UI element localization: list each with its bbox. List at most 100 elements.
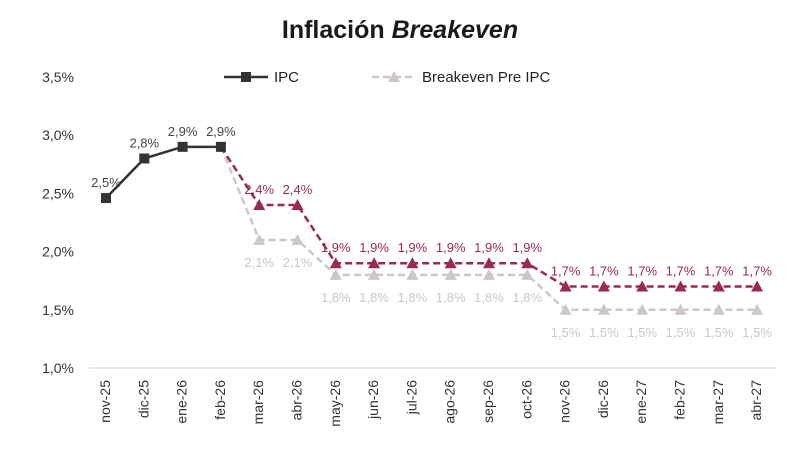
data-label: 1,8% [474,290,504,305]
data-label: 2,8% [129,135,159,150]
y-axis: 1,0% 1,5% 2,0% 2,5% 3,0% 3,5% [42,69,74,376]
x-tick-label: ago-26 [442,380,458,424]
y-tick-label: 1,0% [42,360,74,376]
data-point [253,199,266,211]
data-label: 2,4% [244,182,274,197]
data-point [139,153,150,164]
data-point [483,257,495,269]
y-tick-label: 2,5% [42,185,74,201]
x-tick-label: dic-25 [135,380,151,418]
x-tick-label: nov-26 [557,380,573,423]
data-point [444,268,457,280]
y-tick-label: 3,0% [42,127,74,143]
data-point [674,303,687,315]
data-label: 1,5% [704,325,734,340]
data-label: 1,5% [589,325,619,340]
y-tick-label: 2,0% [42,244,74,260]
data-label: 1,5% [627,325,657,340]
data-labels: 2,5% 2,8% 2,9% 2,9% 2,4% 2,4% 1,9% 1,9% 1,9% 1,9%… [91,124,772,340]
data-label: 1,8% [512,290,542,305]
data-point [444,257,457,269]
data-label: 1,9% [512,240,542,255]
data-point [406,257,419,269]
data-label: 1,9% [359,240,389,255]
x-tick-label: abr-26 [289,380,305,421]
data-label: 1,8% [398,290,428,305]
chart-legend: IPC Breakeven Pre IPC [224,69,551,86]
data-point [406,268,419,280]
chart-title-emphasis: Breakeven [391,16,519,44]
data-point [177,141,188,152]
data-point [521,268,534,280]
data-point [329,268,342,280]
data-label: 1,8% [359,290,389,305]
data-point [483,268,495,280]
data-label: 2,9% [168,124,198,139]
data-label: 1,9% [398,240,428,255]
data-point [253,233,266,245]
data-point [559,303,572,315]
data-point [521,257,534,269]
data-point [291,233,304,245]
data-point [559,280,572,292]
data-point [597,303,610,315]
data-point [751,280,764,292]
data-point [751,303,764,315]
data-point [597,280,610,292]
data-label: 1,9% [436,240,466,255]
data-label: 1,5% [551,325,581,340]
series-layer [101,141,764,315]
x-tick-label: jul-26 [403,380,419,415]
data-label: 1,5% [742,325,772,340]
x-tick-label: nov-25 [97,380,113,423]
data-point [712,280,725,292]
data-label: 1,7% [551,264,581,279]
series-line-ipc [105,145,221,199]
legend-label: Breakeven Pre IPC [422,69,551,86]
x-tick-label: mar-26 [250,380,266,425]
legend-marker [388,71,400,82]
data-label: 1,7% [742,264,772,279]
x-tick-label: ene-27 [633,380,649,424]
data-label: 1,8% [321,290,351,305]
data-point [368,257,381,269]
data-label: 1,5% [666,325,696,340]
x-tick-label: feb-26 [212,380,228,420]
legend-label: IPC [274,69,299,86]
data-point [329,257,342,269]
data-label: 1,7% [704,264,734,279]
data-point [712,303,725,315]
data-point [674,280,687,292]
data-label: 2,5% [91,175,121,190]
data-label: 2,4% [283,182,313,197]
data-point [291,199,304,211]
data-point [636,280,649,292]
data-label: 1,7% [627,264,657,279]
data-label: 1,7% [666,264,696,279]
x-tick-label: feb-27 [672,380,688,420]
legend-marker [241,72,251,82]
x-tick-label: may-26 [327,380,343,427]
x-tick-label: dic-26 [595,380,611,418]
series-line-breakeven-pre [219,146,758,312]
data-point [101,193,111,204]
chart-title: Inflación Breakeven [0,16,800,45]
x-tick-label: ene-26 [174,380,190,424]
data-point [636,303,649,315]
x-axis: nov-25 dic-25 ene-26 feb-26 mar-26 abr-26 may-… [89,367,776,427]
y-tick-label: 3,5% [42,69,74,85]
data-point [368,268,381,280]
data-label: 1,8% [436,290,466,305]
data-label: 2,1% [283,255,313,270]
x-tick-label: abr-27 [748,380,764,421]
data-label: 1,9% [321,240,351,255]
data-label: 1,7% [589,264,619,279]
data-label: 1,9% [474,240,504,255]
data-label: 2,9% [206,124,236,139]
chart-title-main: Inflación [281,16,385,44]
x-tick-label: oct-26 [518,380,534,419]
data-label: 2,1% [244,255,274,270]
x-tick-label: mar-27 [710,380,726,425]
y-tick-label: 1,5% [42,302,74,318]
